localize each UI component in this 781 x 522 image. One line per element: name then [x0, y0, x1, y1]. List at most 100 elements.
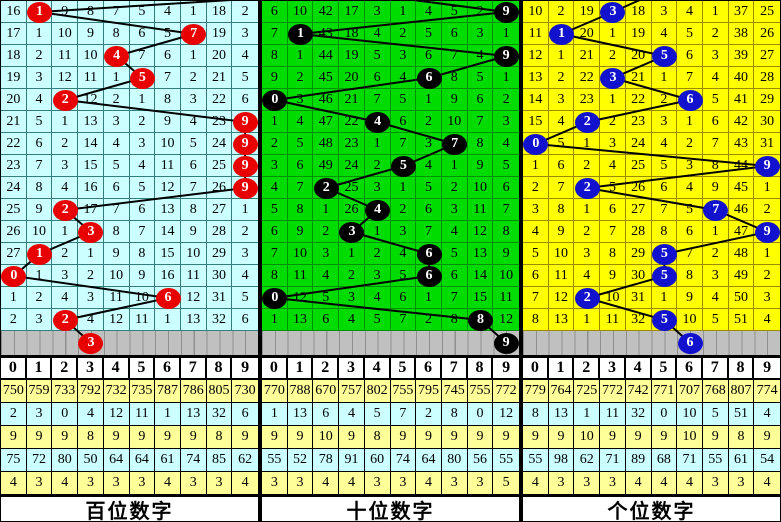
stats-cell: 55: [262, 449, 288, 472]
miss-cell: 1: [287, 45, 314, 67]
digit-header-cell: 9: [502, 359, 511, 376]
miss-cell: 26: [1, 221, 27, 243]
miss-cell: 4: [232, 45, 258, 67]
miss-cell: 8: [702, 155, 729, 177]
miss-cell: 7: [390, 309, 417, 331]
stats-cell: 4: [677, 472, 703, 495]
miss-cell: 11: [103, 287, 130, 309]
miss-cell: 13: [180, 309, 207, 331]
draw-row: 381627757462: [523, 199, 780, 221]
stats-cell: 5: [493, 472, 519, 495]
stats-cell: 9: [493, 426, 519, 449]
drawn-digit-circle: 9: [493, 1, 519, 23]
drawn-digit-circle: 3: [339, 221, 365, 243]
miss-cell: 5: [677, 23, 703, 45]
miss-cell: 25: [1, 199, 27, 221]
miss-cell: 19: [206, 23, 233, 45]
draw-row: 924520646851: [262, 67, 519, 89]
miss-cell: 5: [523, 243, 549, 265]
miss-cell: 4: [702, 67, 729, 89]
stats-cell: 74: [180, 449, 207, 472]
miss-cell: 1: [493, 23, 519, 45]
miss-cell: 3: [493, 111, 519, 133]
miss-cell: 7: [416, 221, 442, 243]
miss-cell: 6: [287, 155, 314, 177]
miss-cell: 5: [441, 1, 468, 23]
draw-row: 492728861479: [523, 221, 780, 243]
miss-cell: 11: [180, 265, 207, 287]
miss-cell: 3: [441, 199, 468, 221]
miss-cell: 3: [702, 265, 729, 287]
miss-cell: 13: [155, 199, 181, 221]
stats-row: 9 9 10 9 9 9 10 9 8 9: [523, 426, 780, 449]
miss-cell: 20: [625, 45, 652, 67]
miss-cell: 8: [467, 133, 494, 155]
stats-row: 75 72 80 50 64 64 61 74 85 62: [1, 449, 258, 472]
stats-cell: 64: [103, 449, 130, 472]
miss-cell: 13: [548, 309, 575, 331]
stats-cell: 4: [155, 472, 181, 495]
hundreds-grid-area: 1619875411821711098657193182111047612041…: [1, 1, 258, 355]
miss-cell: 25: [754, 1, 780, 23]
miss-cell: 4: [390, 67, 417, 89]
stats-cell: 3: [262, 472, 288, 495]
stats-cell: 71: [600, 449, 626, 472]
miss-cell: 10: [155, 133, 181, 155]
digit-header-cell: 3: [600, 358, 626, 378]
miss-cell: 1: [441, 155, 468, 177]
digit-header-cell: 0: [262, 358, 288, 378]
draw-row: 472253152106: [262, 177, 519, 199]
miss-cell: 26: [206, 177, 233, 199]
miss-cell: 2: [467, 1, 494, 23]
miss-cell: 1: [180, 1, 207, 23]
miss-cell: 5: [493, 155, 519, 177]
miss-cell: 26: [625, 177, 652, 199]
drawn-digit-circle: 9: [754, 155, 780, 177]
stats-cell: 787: [155, 380, 181, 403]
miss-cell: 6: [232, 89, 258, 111]
stats-cell: 3: [728, 472, 755, 495]
drawn-digit-circle: 6: [677, 89, 703, 111]
stats-cell: 3: [390, 472, 417, 495]
miss-cell: 15: [523, 111, 549, 133]
digit-header-cell: 4: [626, 358, 652, 378]
miss-cell: 3: [702, 45, 729, 67]
draw-row: 69231374128: [262, 221, 519, 243]
miss-cell: 46: [313, 89, 340, 111]
miss-cell: 21: [574, 45, 601, 67]
drawn-digit-circle: 2: [52, 199, 78, 221]
miss-cell: 3: [364, 1, 391, 23]
miss-cell: 16: [1, 1, 27, 23]
miss-cell: 5: [441, 243, 468, 265]
miss-cell: 13: [523, 67, 549, 89]
drawn-digit-circle: 2: [52, 309, 78, 331]
miss-cell: 9: [493, 243, 519, 265]
miss-cell: 1: [390, 1, 417, 23]
miss-cell: 26: [339, 199, 365, 221]
draw-row: 71221031194503: [523, 287, 780, 309]
miss-cell: 2: [416, 309, 442, 331]
miss-cell: 7: [677, 67, 703, 89]
stats-cell: 9: [441, 426, 468, 449]
miss-cell: 9: [129, 265, 156, 287]
stats-cell: 4: [78, 403, 104, 426]
stats-table: 779 764 725 772 742 771 707 768 807 774 8 13 1 11 32 0 1…: [523, 380, 780, 495]
miss-cell: 6: [232, 309, 258, 331]
miss-cell: 8: [78, 1, 104, 23]
stats-cell: 786: [180, 380, 207, 403]
units-grid-area: 1021931834137251112011945238261212122056…: [523, 1, 780, 355]
stats-cell: 5: [364, 403, 391, 426]
miss-cell: 5: [548, 133, 575, 155]
stats-cell: 9: [416, 426, 442, 449]
digit-header-cell: 5: [130, 358, 156, 378]
stats-cell: 10: [677, 426, 703, 449]
stats-cell: 55: [523, 449, 549, 472]
stats-cell: 1: [155, 403, 181, 426]
miss-cell: 9: [441, 89, 468, 111]
draw-row: 18211104761204: [1, 45, 258, 67]
stats-cell: 80: [441, 449, 468, 472]
stats-cell: 3: [26, 472, 53, 495]
miss-cell: 2: [523, 177, 549, 199]
stats-cell: 730: [232, 380, 258, 403]
